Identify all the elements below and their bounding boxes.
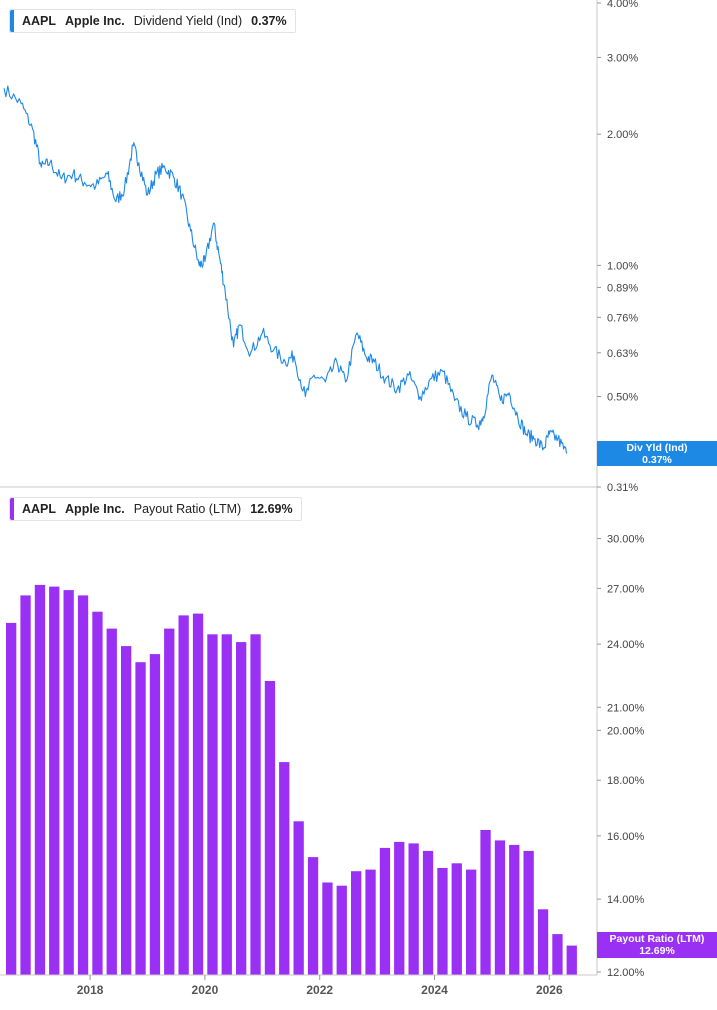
payout-ratio-last-value-tag: Payout Ratio (LTM) 12.69% [597,932,717,958]
payout-ratio-bar [293,821,304,975]
payout-ratio-bar [365,869,376,975]
dividend-yield-legend: AAPL Apple Inc. Dividend Yield (Ind) 0.3… [9,9,296,33]
payout-ratio-bar [250,634,261,975]
payout-ratio-bar [63,590,74,975]
legend-series-name: Payout Ratio (LTM) [133,502,242,516]
y-tick-label: 4.00% [607,0,638,10]
payout-ratio-bar [192,613,204,975]
y-tick-label: 0.50% [607,392,638,404]
payout-ratio-bar [537,909,549,975]
payout-ratio-bar [77,595,89,975]
legend-company: Apple Inc. [65,14,125,28]
legend-ticker: AAPL [22,14,57,28]
payout-ratio-bar [307,857,319,975]
y-tick-label: 0.63% [607,348,638,360]
y-tick-label: 27.00% [607,583,645,595]
y-tick-label: 0.31% [607,482,638,494]
payout-ratio-bar [6,622,17,975]
x-tick-label: 2026 [536,983,563,997]
payout-ratio-bar [437,868,448,975]
payout-ratio-bar [351,871,362,975]
payout-ratio-bar [336,885,347,975]
payout-ratio-bar [394,841,405,975]
payout-ratio-bar [149,654,161,975]
payout-ratio-bar [178,615,189,975]
x-tick-label: 2018 [77,983,104,997]
payout-ratio-bar [92,611,103,975]
dividend-yield-last-value-tag: Div Yld (Ind) 0.37% [597,441,717,466]
y-tick-label: 21.00% [607,702,645,714]
payout-ratio-bar [49,586,60,975]
payout-ratio-bar [264,681,276,975]
payout-ratio-bar [121,646,132,975]
y-tick-label: 0.76% [607,312,638,324]
payout-ratio-bar [34,584,46,975]
payout-ratio-bar [509,844,520,975]
x-tick-label: 2024 [421,983,448,997]
y-tick-label: 20.00% [607,725,645,737]
payout-ratio-bar [422,850,434,975]
payout-ratio-bar [480,830,491,975]
y-tick-label: 24.00% [607,639,645,651]
tag-value: 0.37% [642,454,672,466]
payout-ratio-legend: AAPL Apple Inc. Payout Ratio (LTM) 12.69… [9,497,302,521]
legend-series-value: 12.69% [250,502,293,516]
y-tick-label: 1.00% [607,260,638,272]
x-tick-label: 2020 [192,983,219,997]
payout-ratio-bar [451,863,462,975]
payout-ratio-bar [552,934,563,975]
x-tick-label: 2022 [306,983,333,997]
payout-ratio-bar [523,850,534,975]
dividend-yield-line [3,85,568,454]
y-tick-label: 14.00% [607,894,645,906]
payout-ratio-bar [494,840,506,975]
payout-ratio-bar [106,628,117,975]
tag-label: Div Yld (Ind) [626,442,688,454]
payout-ratio-bar [466,869,477,975]
tag-label: Payout Ratio (LTM) [609,933,705,945]
payout-ratio-bar [379,847,391,975]
payout-ratio-bar [408,843,419,975]
y-tick-label: 18.00% [607,775,645,787]
legend-series-name: Dividend Yield (Ind) [133,14,243,28]
y-tick-label: 12.00% [607,967,645,979]
y-tick-label: 3.00% [607,52,638,64]
payout-ratio-bar [566,945,577,975]
y-tick-label: 2.00% [607,129,638,141]
payout-ratio-bar [322,882,333,975]
y-tick-label: 30.00% [607,534,645,546]
dividend-yield-legend-swatch [10,10,14,32]
payout-ratio-bar [279,762,290,975]
payout-ratio-bar [236,642,247,975]
legend-company: Apple Inc. [65,502,125,516]
payout-ratio-bar [164,628,175,975]
payout-ratio-bar [20,595,31,975]
legend-series-value: 0.37% [251,14,287,28]
legend-ticker: AAPL [22,502,57,516]
payout-ratio-bar [221,634,232,975]
y-tick-label: 0.89% [607,282,638,294]
y-tick-label: 16.00% [607,831,645,843]
payout-ratio-legend-swatch [10,498,14,520]
tag-value: 12.69% [639,945,675,957]
payout-ratio-bar [135,662,146,975]
payout-ratio-bar [207,634,218,975]
